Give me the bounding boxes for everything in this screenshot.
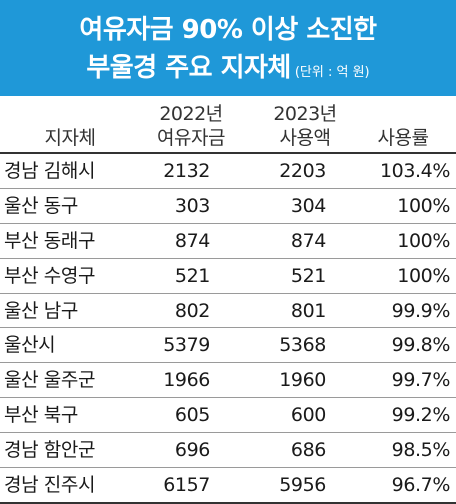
- cell-reserve-2022: 696: [174, 439, 210, 462]
- cell-rate: 100%: [397, 229, 450, 252]
- header-reserve-year: 2022년: [159, 103, 223, 125]
- title-line-1: 여유자금 90% 이상 소진한: [79, 15, 377, 45]
- unit-note: (단위 : 억 원): [294, 65, 370, 80]
- cell-reserve-2022: 2132: [163, 160, 210, 182]
- cell-region: 부산 동래구: [4, 229, 96, 252]
- cell-reserve-2022: 5379: [163, 334, 210, 357]
- cell-rate: 99.8%: [391, 334, 451, 357]
- cell-region: 울산 남구: [4, 299, 78, 322]
- header-reserve: 2022년 여유자금: [136, 102, 246, 150]
- header-used-label: 사용액: [279, 127, 331, 149]
- cell-reserve-2022: 802: [174, 299, 210, 322]
- table-row: 부산 동래구 874 874 100%: [0, 224, 456, 259]
- table-row: 경남 함안군 696 686 98.5%: [0, 433, 456, 469]
- cell-used-2023: 874: [290, 229, 326, 252]
- table-row: 경남 김해시 2132 2203 103.4%: [0, 154, 456, 189]
- cell-used-2023: 1960: [279, 369, 326, 392]
- cell-region: 울산 동구: [4, 194, 78, 217]
- header-rate: 사용률: [377, 127, 429, 149]
- table-row: 울산 울주군 1966 1960 99.7%: [0, 363, 456, 399]
- cell-used-2023: 5956: [279, 474, 326, 497]
- cell-rate: 99.7%: [391, 369, 451, 392]
- cell-region: 경남 진주시: [4, 474, 96, 497]
- cell-used-2023: 801: [290, 299, 326, 322]
- cell-reserve-2022: 521: [174, 264, 210, 287]
- table-body: 경남 김해시 2132 2203 103.4% 울산 동구 303 304 10…: [0, 154, 456, 504]
- cell-region: 울산시: [4, 334, 56, 357]
- cell-rate: 103.4%: [379, 160, 450, 182]
- cell-used-2023: 2203: [279, 160, 326, 182]
- title-line-2-text: 부울경 주요 지자체: [86, 53, 291, 83]
- cell-region: 부산 북구: [4, 404, 78, 427]
- table-header: 지자체 2022년 여유자금 2023년 사용액 사용률: [0, 98, 456, 154]
- cell-region: 경남 함안군: [4, 439, 96, 462]
- header-used: 2023년 사용액: [250, 102, 360, 150]
- cell-region: 부산 수영구: [4, 264, 96, 287]
- table-row: 울산 동구 303 304 100%: [0, 189, 456, 224]
- cell-region: 울산 울주군: [4, 369, 96, 392]
- title-banner: 여유자금 90% 이상 소진한 부울경 주요 지자체 (단위 : 억 원): [0, 0, 456, 96]
- cell-region: 경남 김해시: [4, 160, 96, 182]
- cell-rate: 98.5%: [391, 439, 451, 462]
- table-row: 부산 북구 605 600 99.2%: [0, 398, 456, 434]
- cell-used-2023: 304: [290, 194, 326, 217]
- cell-used-2023: 686: [290, 439, 326, 462]
- cell-reserve-2022: 605: [174, 404, 210, 427]
- title-line-2: 부울경 주요 지자체 (단위 : 억 원): [0, 52, 456, 89]
- cell-rate: 99.2%: [391, 404, 451, 427]
- header-used-year: 2023년: [273, 103, 337, 125]
- cell-rate: 100%: [397, 194, 450, 217]
- table-row: 울산시 5379 5368 99.8%: [0, 328, 456, 364]
- cell-reserve-2022: 303: [174, 194, 210, 217]
- table-row: 울산 남구 802 801 99.9%: [0, 294, 456, 329]
- header-region: 지자체: [44, 127, 96, 149]
- table-row: 부산 수영구 521 521 100%: [0, 259, 456, 294]
- header-reserve-label: 여유자금: [157, 127, 225, 149]
- cell-rate: 99.9%: [391, 299, 451, 322]
- cell-used-2023: 521: [290, 264, 326, 287]
- table-row: 경남 진주시 6157 5956 96.7%: [0, 468, 456, 504]
- cell-used-2023: 5368: [279, 334, 326, 357]
- cell-used-2023: 600: [290, 404, 326, 427]
- cell-reserve-2022: 1966: [163, 369, 210, 392]
- cell-rate: 96.7%: [391, 474, 451, 497]
- cell-reserve-2022: 6157: [163, 474, 210, 497]
- cell-reserve-2022: 874: [174, 229, 210, 252]
- cell-rate: 100%: [397, 264, 450, 287]
